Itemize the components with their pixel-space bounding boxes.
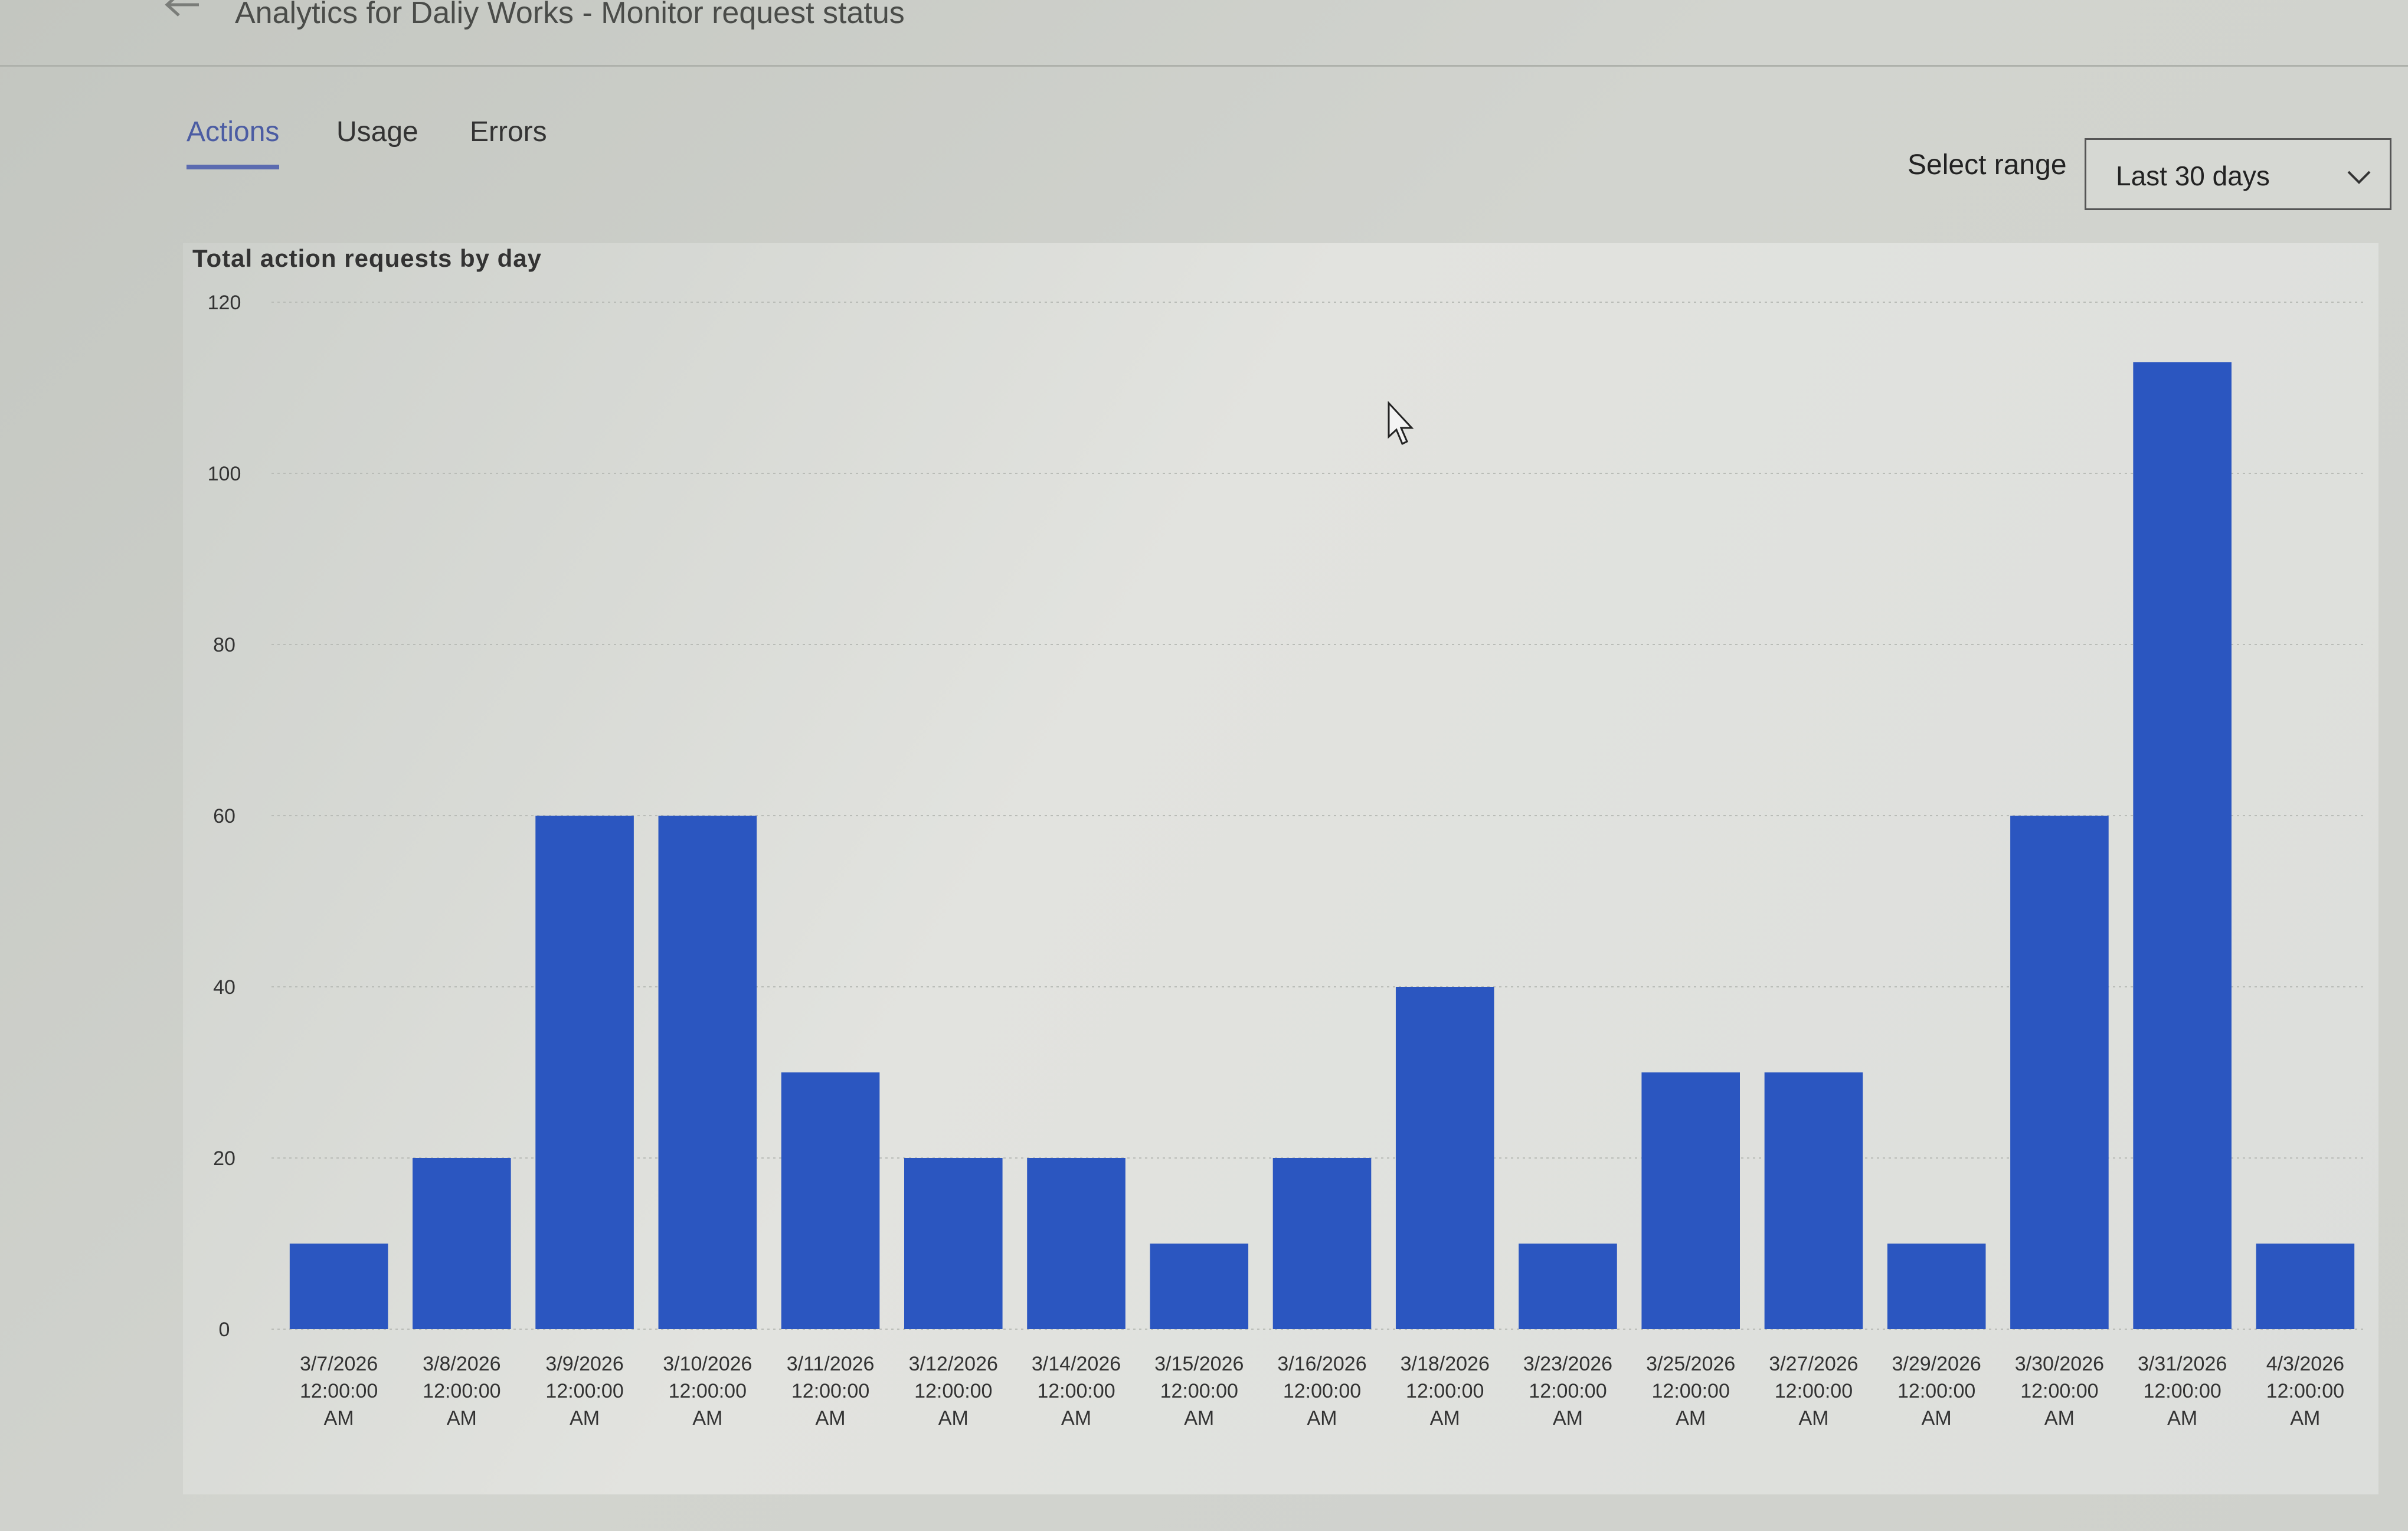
bar[interactable] [1027,1158,1126,1329]
bar[interactable] [1395,987,1494,1329]
x-tick-label: 3/8/2026 12:00:00 AM [423,1353,500,1429]
bar[interactable] [1641,1072,1740,1329]
x-tick-label: 3/10/2026 12:00:00 AM [663,1353,752,1429]
bar[interactable] [1150,1244,1249,1329]
range-label: Select range [1908,149,2067,181]
bar-chart: 0 20 40 60 80 100 120 3/7/2026 12:00:00 AM 3/8/20… [208,292,2367,1429]
arrow-left-icon [165,0,199,17]
x-tick-label: 3/31/2026 12:00:00 AM [2138,1353,2227,1429]
bar[interactable] [1887,1244,1986,1329]
bar[interactable] [535,816,634,1329]
bar[interactable] [781,1072,880,1329]
page-header: Analytics for Daliy Works - Monitor requ… [0,0,2408,67]
bar[interactable] [1764,1072,1863,1329]
chart-title: Total action requests by day [192,244,542,272]
x-tick-label: 3/25/2026 12:00:00 AM [1646,1353,1735,1429]
mouse-cursor-icon [1388,401,1414,446]
x-tick-label: 3/23/2026 12:00:00 AM [1523,1353,1612,1429]
y-tick-label: 0 [219,1319,230,1341]
range-selected-value: Last 30 days [2116,161,2270,191]
x-tick-label: 3/29/2026 12:00:00 AM [1892,1353,1981,1429]
bar[interactable] [658,816,757,1329]
bar[interactable] [413,1158,511,1329]
bar[interactable] [1272,1158,1372,1329]
bar[interactable] [2010,816,2109,1329]
chevron-down-icon [2347,171,2371,184]
x-tick-label: 3/27/2026 12:00:00 AM [1769,1353,1858,1429]
page-title: Analytics for Daliy Works - Monitor requ… [235,0,905,30]
bar[interactable] [1519,1244,1617,1329]
y-tick-label: 100 [208,463,241,485]
tab-actions[interactable]: Actions [187,116,280,169]
y-tick-label: 80 [213,634,235,656]
x-tick-label: 3/30/2026 12:00:00 AM [2015,1353,2104,1429]
range-dropdown[interactable]: Last 30 days [2085,138,2391,210]
bar[interactable] [2133,362,2232,1330]
y-tick-label: 20 [213,1147,235,1170]
y-tick-label: 120 [208,292,241,314]
x-tick-label: 3/12/2026 12:00:00 AM [909,1353,998,1429]
y-tick-label: 40 [213,976,235,999]
x-tick-label: 3/9/2026 12:00:00 AM [545,1353,623,1429]
x-tick-label: 3/15/2026 12:00:00 AM [1154,1353,1244,1429]
x-tick-label: 4/3/2026 12:00:00 AM [2266,1353,2344,1429]
chart-card: Total action requests by day 0 20 40 60 80 10… [183,243,2378,1494]
tab-usage[interactable]: Usage [336,116,418,148]
bar[interactable] [289,1244,388,1329]
tab-errors[interactable]: Errors [470,116,547,148]
x-tick-label: 3/14/2026 12:00:00 AM [1032,1353,1121,1429]
bar[interactable] [904,1158,1003,1329]
back-button[interactable] [162,0,204,28]
x-tick-label: 3/18/2026 12:00:00 AM [1401,1353,1490,1429]
y-tick-label: 60 [213,805,235,827]
x-tick-label: 3/7/2026 12:00:00 AM [300,1353,378,1429]
bar[interactable] [2256,1244,2355,1329]
x-tick-label: 3/16/2026 12:00:00 AM [1277,1353,1366,1429]
x-tick-label: 3/11/2026 12:00:00 AM [787,1353,875,1429]
